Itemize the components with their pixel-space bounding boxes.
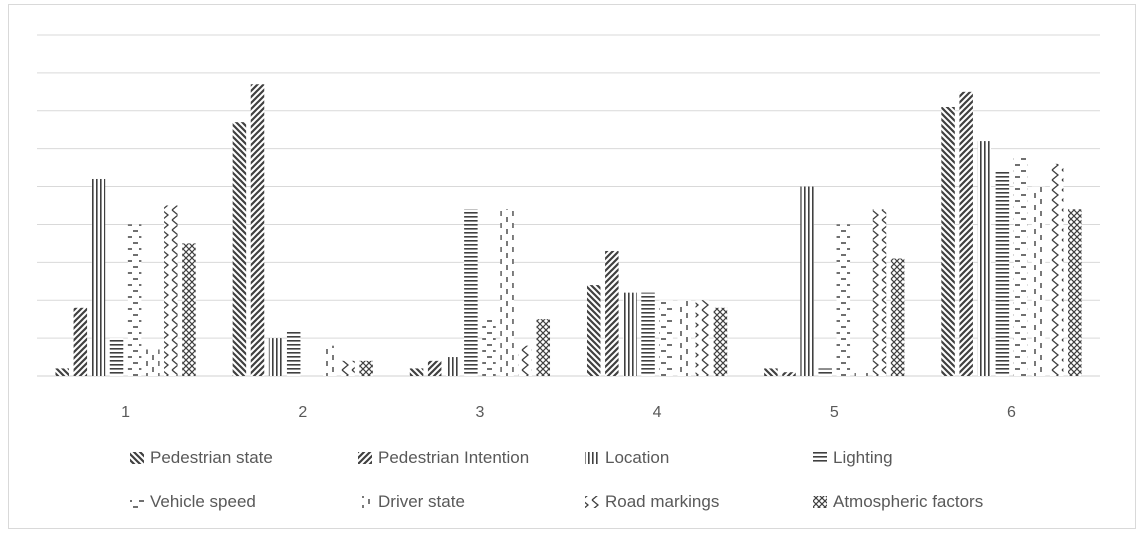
bar bbox=[854, 372, 869, 376]
bar bbox=[586, 285, 601, 376]
x-tick-label: 5 bbox=[830, 404, 839, 421]
bar bbox=[890, 258, 905, 376]
legend-swatch bbox=[358, 452, 372, 464]
x-axis-ticks: 1 2 3 4 5 6 bbox=[121, 404, 1016, 421]
legend-item: Driver state bbox=[358, 492, 465, 511]
legend-label: Driver state bbox=[378, 492, 465, 511]
bar bbox=[73, 307, 88, 376]
x-tick-label: 6 bbox=[1007, 404, 1016, 421]
bar bbox=[482, 319, 496, 376]
bar bbox=[1031, 186, 1046, 376]
bar bbox=[145, 349, 160, 376]
legend-item: Location bbox=[585, 448, 669, 467]
legend: Pedestrian state Pedestrian Intention Loca… bbox=[130, 448, 983, 511]
bar bbox=[91, 178, 106, 376]
bar bbox=[713, 307, 728, 376]
legend-swatch bbox=[585, 452, 599, 464]
bar bbox=[409, 368, 424, 376]
gridlines bbox=[37, 34, 1100, 377]
legend-label: Vehicle speed bbox=[150, 492, 256, 511]
legend-label: Lighting bbox=[833, 448, 893, 467]
legend-swatch bbox=[130, 496, 144, 508]
bar bbox=[677, 300, 691, 376]
x-tick-label: 4 bbox=[653, 404, 662, 421]
legend-item: Pedestrian Intention bbox=[358, 448, 529, 467]
bars bbox=[55, 84, 1082, 377]
bar bbox=[941, 106, 955, 377]
bar bbox=[641, 292, 655, 376]
x-tick-label: 2 bbox=[298, 404, 307, 421]
bar bbox=[977, 141, 992, 376]
bar bbox=[959, 91, 973, 376]
bar bbox=[164, 205, 178, 376]
bar bbox=[695, 300, 710, 376]
bar bbox=[323, 345, 337, 376]
bar bbox=[536, 319, 551, 376]
bar bbox=[1049, 163, 1064, 376]
bar bbox=[818, 368, 832, 376]
bar bbox=[286, 330, 301, 376]
legend-swatch bbox=[358, 496, 372, 508]
legend-swatch bbox=[130, 452, 144, 464]
x-tick-label: 1 bbox=[121, 404, 130, 421]
bar bbox=[605, 250, 619, 376]
bar bbox=[127, 224, 142, 376]
legend-item: Road markings bbox=[585, 492, 719, 511]
legend-swatch bbox=[813, 452, 827, 464]
bar bbox=[55, 368, 69, 376]
bar bbox=[359, 360, 373, 376]
legend-swatch bbox=[585, 496, 599, 508]
legend-label: Road markings bbox=[605, 492, 719, 511]
bar bbox=[109, 338, 124, 376]
bar bbox=[341, 360, 355, 376]
legend-label: Atmospheric factors bbox=[833, 492, 983, 511]
bar bbox=[182, 243, 196, 376]
bar bbox=[782, 372, 796, 376]
legend-item: Atmospheric factors bbox=[813, 492, 983, 511]
x-tick-label: 3 bbox=[475, 404, 484, 421]
bar bbox=[232, 122, 247, 376]
bar bbox=[464, 209, 478, 376]
legend-item: Vehicle speed bbox=[130, 492, 256, 511]
bar bbox=[518, 345, 532, 376]
legend-item: Lighting bbox=[813, 448, 893, 467]
bar bbox=[446, 357, 460, 376]
legend-item: Pedestrian state bbox=[130, 448, 273, 467]
bar bbox=[427, 360, 442, 376]
bar bbox=[872, 209, 887, 376]
bar bbox=[764, 368, 778, 376]
bar bbox=[268, 338, 283, 376]
bar bbox=[1068, 209, 1082, 376]
bar bbox=[836, 224, 851, 376]
legend-label: Location bbox=[605, 448, 669, 467]
bar bbox=[623, 292, 637, 376]
bar bbox=[1013, 156, 1028, 376]
bar bbox=[250, 84, 265, 376]
legend-swatch bbox=[813, 496, 827, 508]
bar bbox=[500, 209, 514, 376]
bar bbox=[995, 171, 1010, 376]
legend-label: Pedestrian state bbox=[150, 448, 273, 467]
legend-label: Pedestrian Intention bbox=[378, 448, 529, 467]
bar bbox=[659, 300, 673, 376]
bar bbox=[800, 186, 814, 376]
